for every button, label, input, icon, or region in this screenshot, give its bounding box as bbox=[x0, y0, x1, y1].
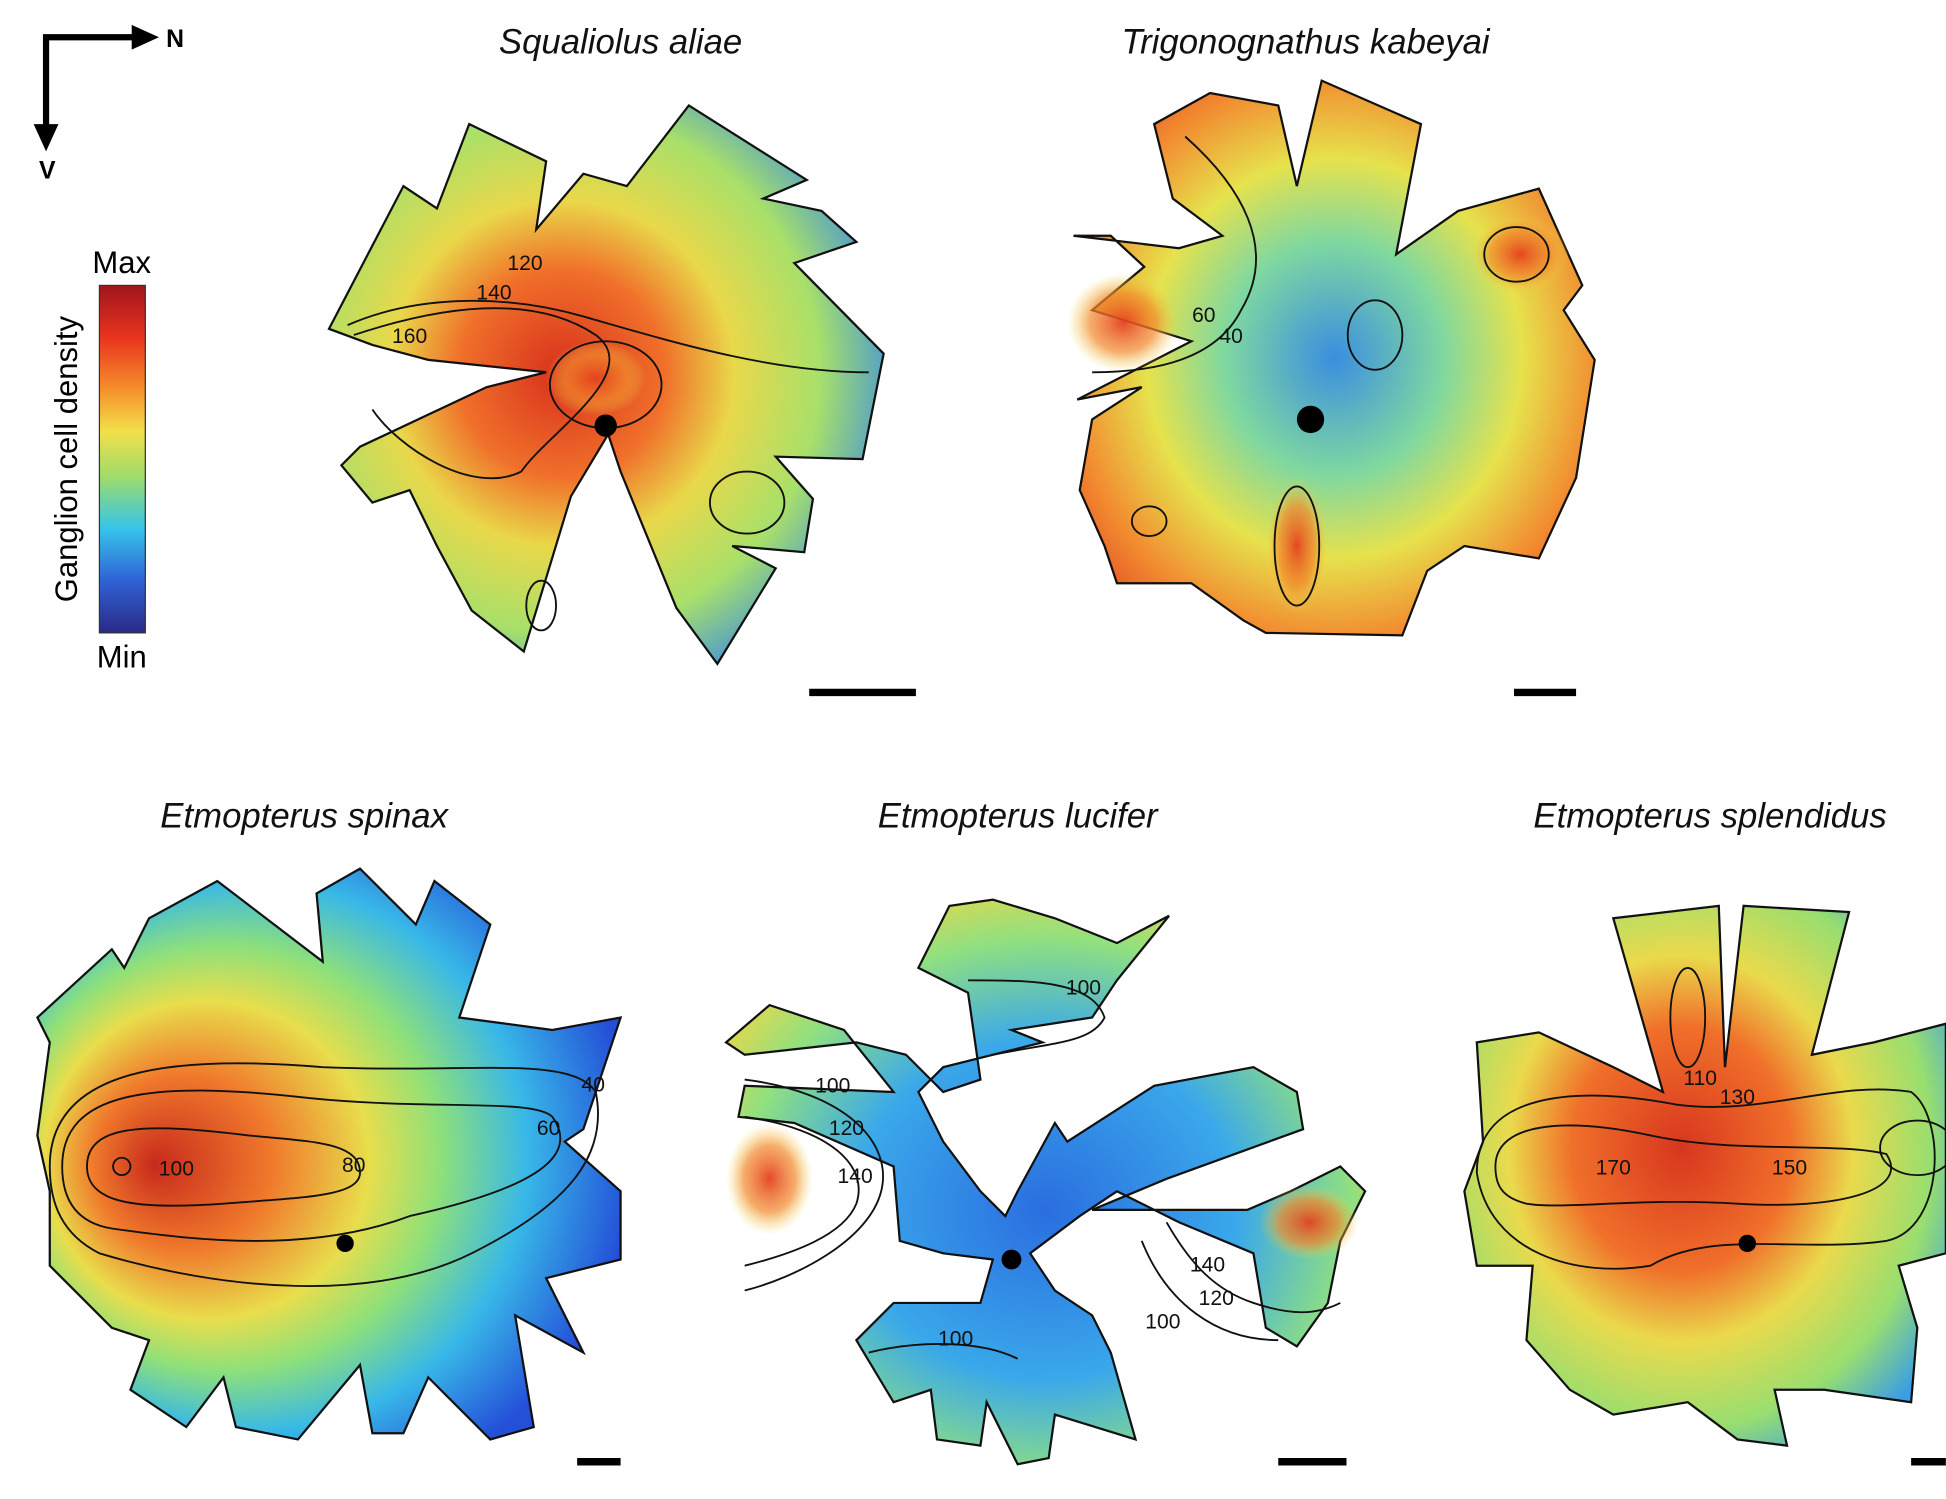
contour-line bbox=[1483, 226, 1550, 283]
contour-line bbox=[744, 1115, 860, 1267]
contour-label: 140 bbox=[838, 1165, 873, 1188]
legend-min: Min bbox=[97, 640, 147, 675]
contour-label: 110 bbox=[1683, 1067, 1717, 1090]
panel: Trigonognathus kabeyai 60 40 bbox=[1067, 23, 1596, 697]
contour-label: 100 bbox=[815, 1075, 850, 1098]
contour-label: 120 bbox=[507, 252, 542, 275]
contour-line bbox=[48, 1062, 600, 1287]
contour-line bbox=[1475, 1088, 1936, 1270]
hotspot bbox=[1067, 272, 1179, 373]
optic-disc bbox=[1738, 1234, 1757, 1253]
hotspot bbox=[546, 341, 646, 416]
arrow-head bbox=[131, 24, 159, 50]
contour-label: 100 bbox=[159, 1158, 194, 1181]
arrow-head bbox=[33, 124, 59, 152]
contour-label: 150 bbox=[1772, 1157, 1807, 1180]
contour-line bbox=[353, 307, 611, 480]
contour-label: 170 bbox=[1596, 1157, 1631, 1180]
contour-label: 60 bbox=[1192, 304, 1215, 327]
colorbar bbox=[98, 284, 146, 634]
retina-map bbox=[1463, 904, 1946, 1447]
optic-disc bbox=[594, 414, 617, 437]
compass: N V bbox=[33, 24, 184, 185]
panel-title: Squaliolus aliae bbox=[499, 23, 742, 61]
legend-title: Ganglion cell density bbox=[49, 316, 84, 603]
hotspot bbox=[1265, 477, 1328, 615]
contour-line bbox=[1879, 1119, 1946, 1177]
panel-title: Etmopterus lucifer bbox=[878, 798, 1159, 836]
contour-label: 130 bbox=[1720, 1086, 1755, 1109]
retina-map bbox=[35, 867, 623, 1441]
contour-label: 100 bbox=[938, 1328, 973, 1351]
panel: Etmopterus lucifer 100 100 120 140 140 1… bbox=[724, 798, 1367, 1466]
legend: Max Min Ganglion cell density bbox=[49, 245, 151, 675]
panel: Etmopterus spinax 100 80 60 40 bbox=[35, 798, 623, 1466]
contour-line bbox=[708, 470, 786, 535]
contour-line bbox=[744, 1078, 884, 1292]
hotspot bbox=[1259, 1185, 1359, 1260]
contour-line bbox=[86, 1127, 361, 1207]
contour-line bbox=[112, 1156, 132, 1177]
compass-arrows bbox=[42, 34, 140, 143]
contour-line bbox=[1092, 135, 1257, 374]
contour-label: 100 bbox=[1145, 1310, 1180, 1333]
contour-line bbox=[347, 299, 869, 374]
contour-line bbox=[1669, 966, 1707, 1069]
contour-line bbox=[1494, 1124, 1893, 1207]
panel: Etmopterus splendidus 110 130 170 150 bbox=[1463, 798, 1946, 1466]
optic-disc bbox=[1296, 405, 1325, 434]
ventral-label: V bbox=[39, 158, 56, 185]
contour-label: 120 bbox=[829, 1117, 864, 1140]
optic-disc bbox=[1001, 1249, 1022, 1270]
hotspot bbox=[726, 1123, 813, 1235]
retina-map bbox=[1073, 79, 1596, 637]
contour-label: 140 bbox=[1190, 1253, 1225, 1276]
contour-line bbox=[525, 579, 557, 632]
optic-disc bbox=[336, 1234, 354, 1253]
contour-line bbox=[1140, 1240, 1279, 1342]
contour-line bbox=[968, 979, 1106, 1056]
contour-label: 40 bbox=[1219, 325, 1242, 348]
contour-line bbox=[868, 1343, 1019, 1360]
contour-label: 120 bbox=[1199, 1287, 1234, 1310]
panel-title: Etmopterus splendidus bbox=[1533, 798, 1886, 836]
contour-label: 40 bbox=[582, 1073, 605, 1096]
legend-max: Max bbox=[92, 245, 151, 280]
contour-label: 160 bbox=[392, 325, 427, 348]
panel: Squaliolus aliae 120 140 160 bbox=[327, 23, 916, 697]
contour-line bbox=[1273, 485, 1321, 607]
contour-label: 80 bbox=[342, 1154, 365, 1177]
panel-title: Etmopterus spinax bbox=[160, 798, 449, 836]
contour-label: 100 bbox=[1066, 977, 1101, 1000]
contour-label: 140 bbox=[476, 282, 511, 305]
contour-line bbox=[1346, 299, 1404, 371]
contour-label: 60 bbox=[537, 1117, 560, 1140]
contour-line bbox=[1130, 505, 1168, 537]
north-label: N bbox=[166, 26, 184, 53]
contour-line bbox=[61, 1089, 562, 1242]
contour-line bbox=[1165, 1221, 1341, 1314]
panel-title: Trigonognathus kabeyai bbox=[1121, 23, 1490, 61]
